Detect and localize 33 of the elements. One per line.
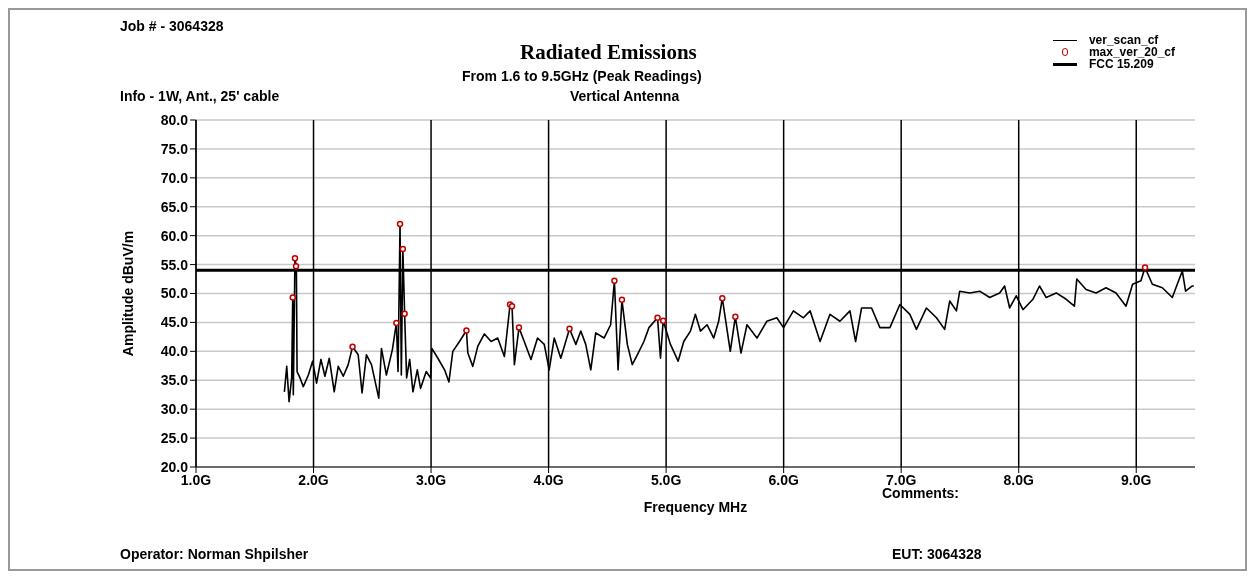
y-axis-title: Amplitude dBuV/m — [119, 230, 136, 357]
text: Operator: Norman Shpilsher — [120, 546, 309, 562]
y-tick-label: 50.0 — [160, 285, 189, 302]
text: Comments: — [882, 485, 960, 501]
y-tick-label: 70.0 — [160, 169, 189, 186]
y-tick-label: 80.0 — [160, 111, 189, 128]
legend-label: FCC 15.209 — [1088, 57, 1154, 71]
x-tick-label: 6.0G — [768, 471, 799, 488]
y-tick-label: 60.0 — [160, 227, 189, 244]
y-tick-label: 75.0 — [160, 140, 189, 157]
x-axis-title: Frequency MHz — [643, 499, 748, 515]
text: Job # - 3064328 — [120, 18, 224, 34]
legend-label: ver_scan_cf — [1088, 33, 1159, 47]
y-tick-label: 55.0 — [160, 256, 189, 273]
chart-subtitle: From 1.6 to 9.5GHz (Peak Readings) — [462, 68, 702, 84]
x-tick-label: 2.0G — [298, 471, 329, 488]
y-tick-label: 45.0 — [160, 314, 189, 331]
text: EUT: 3064328 — [892, 546, 982, 562]
x-tick-label: 4.0G — [533, 471, 564, 488]
y-tick-label: 35.0 — [160, 372, 189, 389]
y-tick-label: 25.0 — [160, 430, 189, 447]
x-tick-label: 3.0G — [415, 471, 447, 488]
legend-label: max_ver_20_cf — [1088, 45, 1175, 59]
x-tick-label: 8.0G — [1003, 471, 1034, 488]
x-tick-label: 7.0G — [886, 471, 917, 488]
chart-title: Radiated Emissions — [520, 40, 697, 65]
text: Vertical Antenna — [570, 88, 680, 104]
y-tick-label: 65.0 — [160, 198, 189, 215]
x-tick-label: 9.0G — [1121, 471, 1152, 488]
text: Info - 1W, Ant., 25' cable — [120, 88, 280, 104]
x-tick-label: 5.0G — [650, 471, 682, 488]
y-tick-label: 40.0 — [160, 343, 189, 360]
y-tick-label: 30.0 — [160, 401, 189, 418]
